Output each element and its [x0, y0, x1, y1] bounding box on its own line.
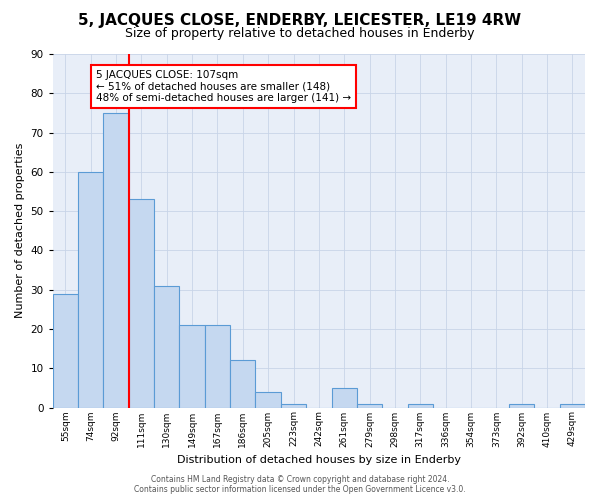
Text: Size of property relative to detached houses in Enderby: Size of property relative to detached ho…	[125, 28, 475, 40]
Bar	[230, 360, 256, 408]
Bar	[256, 392, 281, 407]
Bar	[53, 294, 78, 408]
Bar	[78, 172, 103, 408]
Bar	[205, 325, 230, 407]
Bar	[509, 404, 535, 407]
Text: Contains HM Land Registry data © Crown copyright and database right 2024.
Contai: Contains HM Land Registry data © Crown c…	[134, 474, 466, 494]
Bar	[179, 325, 205, 407]
Bar	[332, 388, 357, 407]
Bar	[407, 404, 433, 407]
Bar	[281, 404, 306, 407]
Y-axis label: Number of detached properties: Number of detached properties	[15, 143, 25, 318]
Bar	[154, 286, 179, 408]
Bar	[103, 113, 129, 408]
Text: 5 JACQUES CLOSE: 107sqm
← 51% of detached houses are smaller (148)
48% of semi-d: 5 JACQUES CLOSE: 107sqm ← 51% of detache…	[96, 70, 351, 103]
Bar	[129, 200, 154, 408]
Bar	[357, 404, 382, 407]
Text: 5, JACQUES CLOSE, ENDERBY, LEICESTER, LE19 4RW: 5, JACQUES CLOSE, ENDERBY, LEICESTER, LE…	[79, 12, 521, 28]
X-axis label: Distribution of detached houses by size in Enderby: Distribution of detached houses by size …	[177, 455, 461, 465]
Bar	[560, 404, 585, 407]
